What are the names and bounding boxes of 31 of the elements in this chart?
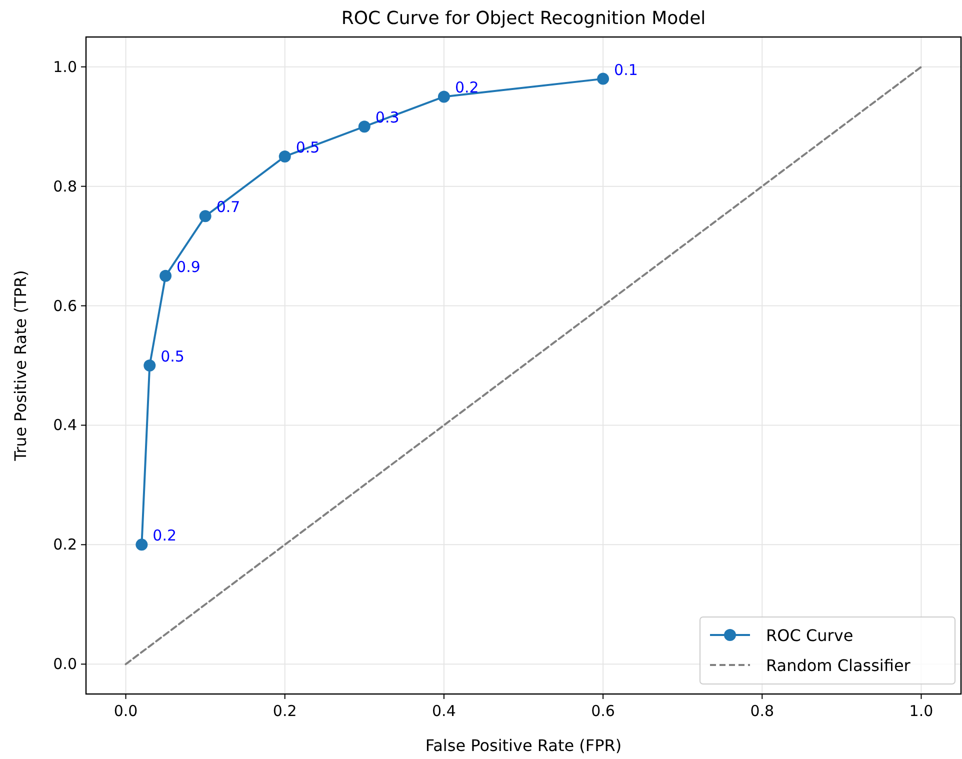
y-tick-label: 0.2 xyxy=(53,536,77,554)
legend-label: Random Classifier xyxy=(766,656,911,675)
point xyxy=(160,270,172,282)
x-tick-label: 0.2 xyxy=(272,702,297,720)
point xyxy=(278,150,291,162)
point xyxy=(597,72,610,85)
chart-title: ROC Curve for Object Recognition Model xyxy=(341,8,706,29)
y-tick-label: 1.0 xyxy=(53,58,77,76)
point xyxy=(438,90,450,103)
y-tick-label: 0.0 xyxy=(53,655,77,674)
point xyxy=(144,360,156,372)
point xyxy=(199,210,212,222)
point xyxy=(136,538,148,551)
annotation: 0.1 xyxy=(614,60,638,79)
x-axis-title: False Positive Rate (FPR) xyxy=(425,736,622,755)
annotation: 0.2 xyxy=(152,526,177,545)
annotation: 0.7 xyxy=(216,198,240,216)
x-tick-label: 0.4 xyxy=(432,702,456,720)
y-tick-label: 0.6 xyxy=(53,296,77,315)
annotation: 0.5 xyxy=(160,348,184,366)
x-tick-label: 0.6 xyxy=(591,702,615,720)
x-tick-label: 0.8 xyxy=(750,702,774,720)
annotation: 0.9 xyxy=(176,258,200,276)
y-tick-label: 0.8 xyxy=(53,177,77,196)
y-tick-label: 0.4 xyxy=(53,416,77,434)
y-axis-title: True Positive Rate (TPR) xyxy=(11,270,30,462)
legend-label: ROC Curve xyxy=(766,626,854,645)
x-tick-label: 0.0 xyxy=(114,702,138,720)
point xyxy=(358,120,370,133)
x-tick-label: 1.0 xyxy=(909,702,934,720)
annotation: 0.2 xyxy=(454,78,479,97)
